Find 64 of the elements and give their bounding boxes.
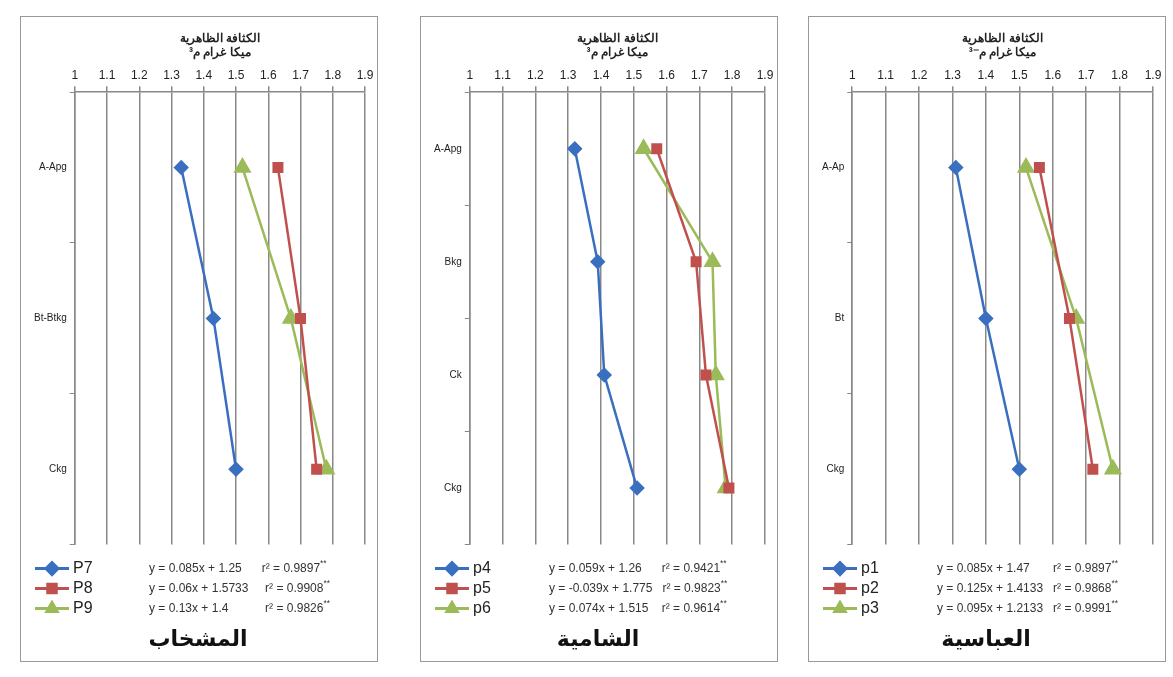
x-tick-label: 1.2 (910, 68, 928, 83)
text: y = 0.059x + 1.26 r² = 0.9421** (549, 558, 728, 575)
x-axis-title: الكثافة الظاهرية ميكا غرام م³ (179, 30, 261, 60)
x-tick-label: 1.4 (977, 68, 995, 83)
x-tick-label: 1.6 (259, 68, 277, 83)
text: y = 0.085x + 1.47 r² = 0.9897** (937, 558, 1119, 575)
x-tick-label: 1.2 (130, 68, 148, 83)
y-tick-label: Ckg (48, 462, 67, 474)
legend-label: P8 (73, 579, 93, 597)
x-tick-label: 1 (71, 68, 79, 83)
text: العباسية (941, 625, 1031, 651)
y-tick-label: A-Ap (822, 161, 845, 173)
x-tick-label: 1.8 (1111, 68, 1129, 83)
y-tick-label: Bt (834, 312, 845, 324)
x-tick-label: 1.1 (98, 68, 116, 83)
x-tick-label: 1.6 (658, 68, 676, 83)
x-tick-label: 1.5 (625, 68, 643, 83)
x-tick-label: 1.5 (1010, 68, 1028, 83)
legend-label: P7 (73, 559, 93, 577)
x-tick-label: 1.8 (324, 68, 342, 83)
text: y = 0.06x + 1.5733 r² = 0.9908** (149, 578, 331, 595)
text: y = 0.085x + 1.25 r² = 0.9897** (149, 558, 328, 575)
y-tick-label: Ck (449, 368, 463, 380)
x-tick-label: 1.8 (723, 68, 741, 83)
y-tick-label: Bkg (444, 255, 462, 267)
y-tick-label: Ckg (826, 462, 845, 474)
x-tick-label: 1.1 (877, 68, 895, 83)
x-tick-label: 1.3 (163, 68, 181, 83)
x-tick-label: 1.9 (1144, 68, 1162, 83)
text: y = 0.095x + 1.2133 r² = 0.9991** (937, 598, 1119, 615)
legend-label: p4 (473, 559, 491, 577)
x-tick-label: 1.5 (227, 68, 245, 83)
y-tick-label: A-Apg (38, 161, 67, 173)
legend-label: p1 (861, 559, 879, 577)
text: y = -0.039x + 1.775 r² = 0.9823** (549, 578, 729, 595)
y-tick-label: Ckg (444, 481, 462, 493)
x-tick-label: 1 (848, 68, 856, 83)
text: y = 0.074x + 1.515 r² = 0.9614** (549, 598, 728, 615)
x-tick-label: 1.7 (691, 68, 709, 83)
text: الشامية (556, 625, 640, 651)
x-axis-title: الكثافة الظاهرية ميكا غرام م³ (577, 30, 658, 60)
x-tick-label: 1.7 (1077, 68, 1095, 83)
y-tick-label: Bt-Btkg (33, 312, 67, 324)
legend-label: p6 (473, 599, 491, 617)
text: y = 0.13x + 1.4 r² = 0.9826** (149, 598, 331, 615)
x-tick-label: 1 (466, 68, 474, 83)
legend-label: p2 (861, 579, 879, 597)
x-tick-label: 1.6 (1044, 68, 1062, 83)
x-tick-label: 1.4 (592, 68, 610, 83)
legend-label: p5 (473, 579, 491, 597)
x-tick-label: 1.1 (494, 68, 512, 83)
legend-label: p3 (861, 599, 879, 617)
x-tick-label: 1.3 (559, 68, 577, 83)
x-tick-label: 1.9 (356, 68, 374, 83)
x-axis-title: الكثافة الظاهرية ميكا غرام م⁻³ (962, 30, 1043, 60)
text: y = 0.125x + 1.4133 r² = 0.9868** (937, 578, 1119, 595)
legend-label: P9 (73, 599, 93, 617)
x-tick-label: 1.3 (944, 68, 962, 83)
x-tick-label: 1.9 (756, 68, 774, 83)
x-tick-label: 1.7 (292, 68, 310, 83)
x-tick-label: 1.4 (195, 68, 213, 83)
y-tick-label: A-Apg (434, 142, 462, 154)
text: المشخاب (148, 625, 248, 651)
x-tick-label: 1.2 (527, 68, 545, 83)
